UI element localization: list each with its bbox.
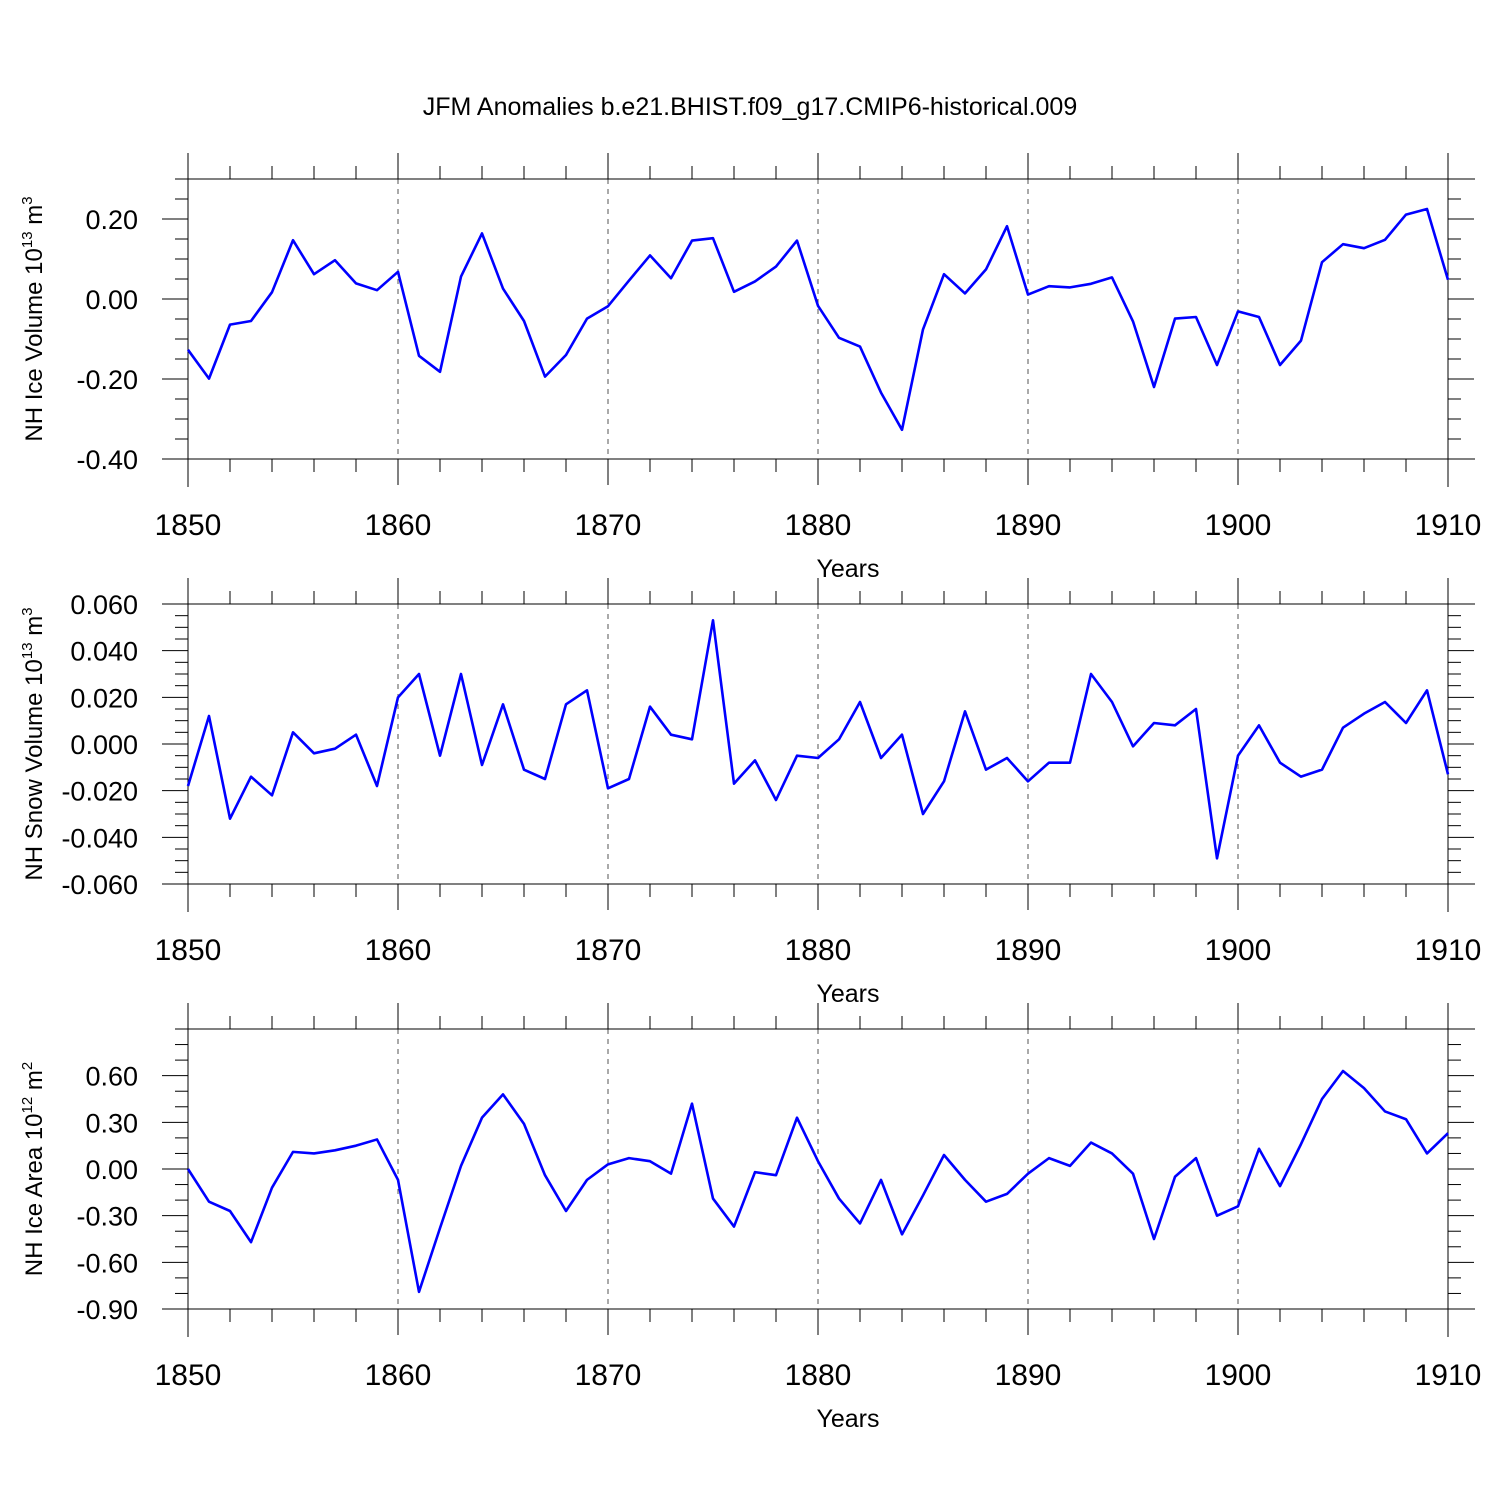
y-axis-label: NH Ice Volume 1013 m3 — [19, 196, 48, 441]
series-line — [186, 1069, 1449, 1294]
y-tick-label: 0.60 — [85, 1062, 138, 1092]
y-tick-label: 0.020 — [70, 683, 138, 713]
x-tick-label: 1880 — [785, 509, 852, 542]
y-tick-label: -0.20 — [76, 365, 138, 395]
x-tick-label: 1890 — [995, 934, 1062, 967]
chart-title: JFM Anomalies b.e21.BHIST.f09_g17.CMIP6-… — [423, 93, 1077, 121]
series-line — [186, 207, 1450, 432]
y-axis-label: NH Ice Area 1012 m2 — [19, 1062, 48, 1276]
x-tick-label: 1860 — [365, 1359, 432, 1392]
x-tick-label: 1910 — [1415, 509, 1482, 542]
y-tick-label: -0.060 — [61, 870, 138, 900]
y-tick-label: 0.20 — [85, 205, 138, 235]
x-tick-label: 1910 — [1415, 1359, 1482, 1392]
x-tick-label: 1890 — [995, 1359, 1062, 1392]
y-tick-label: 0.000 — [70, 730, 138, 760]
series-line — [186, 619, 1450, 860]
x-tick-label: 1880 — [785, 1359, 852, 1392]
y-tick-label: 0.00 — [85, 1155, 138, 1185]
x-tick-label: 1850 — [155, 509, 222, 542]
x-tick-label: 1850 — [155, 1359, 222, 1392]
x-tick-label: 1880 — [785, 934, 852, 967]
y-tick-label: -0.40 — [76, 445, 138, 475]
x-tick-label: 1910 — [1415, 934, 1482, 967]
y-tick-label: 0.30 — [85, 1108, 138, 1138]
x-tick-label: 1870 — [575, 934, 642, 967]
panels: 1850 1860 1870 1880 1890 1900 1910 -0.40 -0.20 0.… — [19, 153, 1481, 1433]
panel-2: 1850 1860 1870 1880 1890 1900 1910 -0.060 -0.040… — [19, 578, 1481, 1008]
y-tick-label: 0.040 — [70, 637, 138, 667]
x-tick-label: 1900 — [1205, 934, 1272, 967]
x-tick-label: 1900 — [1205, 1359, 1272, 1392]
panel-3: 1850 1860 1870 1880 1890 1900 1910 -0.90 -0.60 -0… — [19, 1003, 1481, 1433]
y-tick-label: 0.060 — [70, 590, 138, 620]
x-tick-label: 1850 — [155, 934, 222, 967]
x-tick-label: 1890 — [995, 509, 1062, 542]
x-tick-label: 1900 — [1205, 509, 1272, 542]
y-tick-label: -0.30 — [76, 1202, 138, 1232]
x-tick-label: 1870 — [575, 1359, 642, 1392]
x-tick-label: 1860 — [365, 509, 432, 542]
x-axis-label: Years — [816, 980, 879, 1008]
x-tick-label: 1870 — [575, 509, 642, 542]
x-tick-label: 1860 — [365, 934, 432, 967]
y-tick-label: -0.90 — [76, 1295, 138, 1325]
y-tick-label: -0.020 — [61, 777, 138, 807]
y-axis-label: NH Snow Volume 1013 m3 — [19, 607, 48, 880]
panel-1: 1850 1860 1870 1880 1890 1900 1910 -0.40 -0.20 0.… — [19, 153, 1481, 583]
y-tick-label: -0.60 — [76, 1248, 138, 1278]
x-axis-label: Years — [816, 1405, 879, 1433]
y-tick-label: -0.040 — [61, 823, 138, 853]
y-tick-label: 0.00 — [85, 285, 138, 315]
x-axis-label: Years — [816, 555, 879, 583]
